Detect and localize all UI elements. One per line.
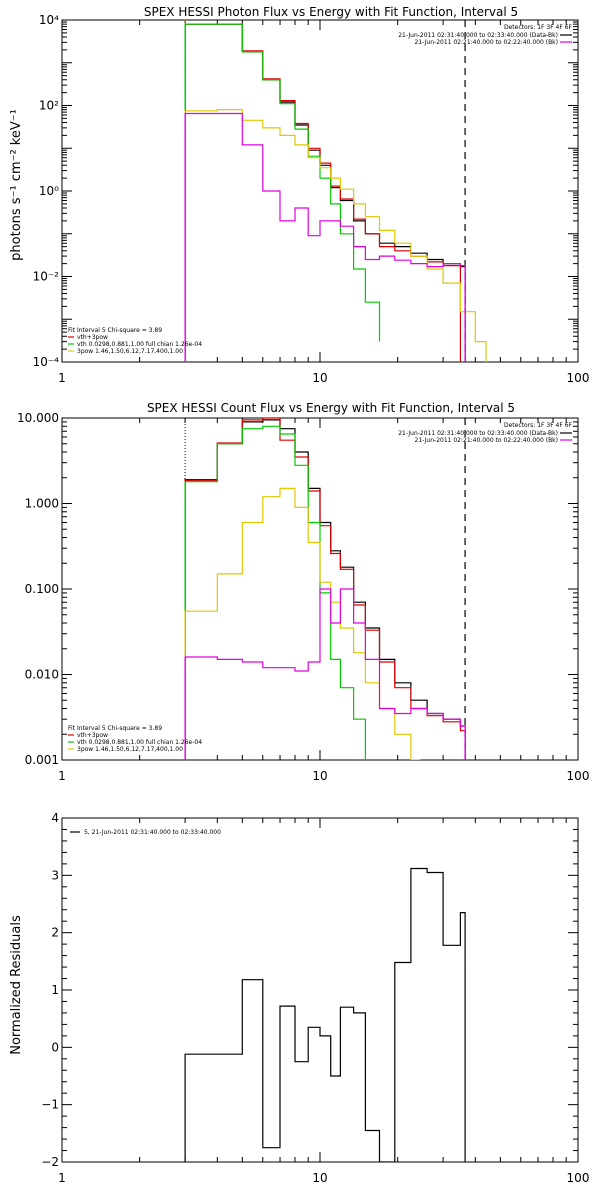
series-line-1: [184, 418, 466, 760]
y-tick-label: 1: [51, 983, 59, 997]
y-tick-label: 10⁻²: [33, 270, 60, 284]
y-tick-label: 0: [51, 1040, 59, 1054]
residuals-panel: Normalized Residuals 1 10 100 −2 −1 0 1 2 3 4 5, 2…: [9, 811, 589, 1185]
legend-entry-label: 21-Jun-2011 02:31:40.000 to 02:33:40.000…: [398, 32, 558, 39]
x-tick-label: 10: [312, 1171, 327, 1185]
legend-entry-label: vth+3pow: [77, 334, 108, 341]
series-line-1: [184, 23, 466, 362]
y-tick-label: 0.010: [25, 668, 59, 682]
count-flux-panel: SPEX HESSI Count Flux vs Energy with Fit…: [17, 401, 589, 783]
count-plot-area: 1 10 100 0.001 0.010 0.100 1.000 10.000 Detector…: [17, 411, 589, 783]
y-tick-label: 3: [51, 868, 59, 882]
series-line-0: [184, 867, 466, 1162]
legend-entry-label: vth 0.0298,0.881,1.00 full chian 1.26e-0…: [77, 341, 202, 348]
series-line-4: [184, 112, 466, 362]
legend-entry-label: 21-Jun-2011 02:21:40.000 to 02:22:40.000…: [415, 437, 558, 444]
photon-flux-panel: SPEX HESSI Photon Flux vs Energy with Fi…: [9, 5, 589, 385]
detectors-label: Detectors: 1F 3F 4F 6F: [504, 24, 573, 31]
x-tick-label: 10: [312, 371, 327, 385]
series-line-2: [184, 425, 366, 760]
plot-frame: [61, 19, 579, 363]
y-tick-label: 1.000: [25, 497, 59, 511]
y-tick-label: 10⁻⁴: [33, 355, 60, 369]
plot-frame: [61, 817, 579, 1163]
x-tick-label: 1: [58, 371, 66, 385]
series-line-3: [184, 487, 421, 760]
y-tick-label: 2: [51, 926, 59, 940]
x-tick-label: 100: [567, 769, 590, 783]
legend-entry-label: 21-Jun-2011 02:21:40.000 to 02:22:40.000…: [415, 39, 558, 46]
y-tick-label: 10⁴: [39, 13, 59, 27]
x-tick-label: 100: [567, 371, 590, 385]
count-panel-title: SPEX HESSI Count Flux vs Energy with Fit…: [147, 401, 515, 415]
fit-interval-label: Fit Interval 5 Chi-square = 3.89: [68, 327, 162, 334]
legend-entry-label: vth+3pow: [77, 732, 108, 739]
photon-plot-area: 1 10 100 10⁻⁴ 10⁻² 10⁰ 10² 10⁴ Detectors: 1F 3F …: [33, 13, 590, 385]
y-tick-label: 0.001: [25, 753, 59, 767]
y-tick-label: −2: [41, 1155, 59, 1169]
x-tick-label: 1: [58, 769, 66, 783]
detectors-label: Detectors: 1F 3F 4F 6F: [504, 422, 573, 429]
series-line-3: [184, 109, 487, 362]
y-tick-label: 0.100: [25, 582, 59, 596]
x-tick-label: 100: [567, 1171, 590, 1185]
y-tick-label: 10⁰: [39, 184, 59, 198]
series-line-0: [184, 23, 466, 362]
y-tick-label: 10.000: [17, 411, 59, 425]
x-tick-label: 10: [312, 769, 327, 783]
legend-entry-label: 3pow 1.46,1.50,6.12,7.17,400,1.00: [77, 348, 183, 355]
photon-panel-title: SPEX HESSI Photon Flux vs Energy with Fi…: [144, 5, 518, 19]
legend-entry-label: 21-Jun-2011 02:31:40.000 to 02:33:40.000…: [398, 430, 558, 437]
residuals-panel-ylabel: Normalized Residuals: [9, 915, 24, 1055]
series-line-2: [184, 23, 381, 362]
y-tick-label: 4: [51, 811, 59, 825]
y-tick-label: −1: [41, 1098, 59, 1112]
legend-entry-label: 5, 21-Jun-2011 02:31:40.000 to 02:33:40.…: [84, 829, 221, 836]
residuals-plot-area: 1 10 100 −2 −1 0 1 2 3 4 5, 21-Jun-2011 02:31:40.0…: [41, 811, 589, 1185]
fit-interval-label: Fit Interval 5 Chi-square = 3.89: [68, 725, 162, 732]
legend-entry-label: vth 0.0298,0.881,1.00 full chian 1.26e-0…: [77, 739, 202, 746]
y-tick-label: 10²: [39, 99, 59, 113]
series-line-4: [184, 588, 466, 760]
legend-entry-label: 3pow 1.46,1.50,6.12,7.17,400,1.00: [77, 746, 183, 753]
photon-panel-ylabel: photons s⁻¹ cm⁻² keV⁻¹: [9, 109, 24, 261]
x-tick-label: 1: [58, 1171, 66, 1185]
